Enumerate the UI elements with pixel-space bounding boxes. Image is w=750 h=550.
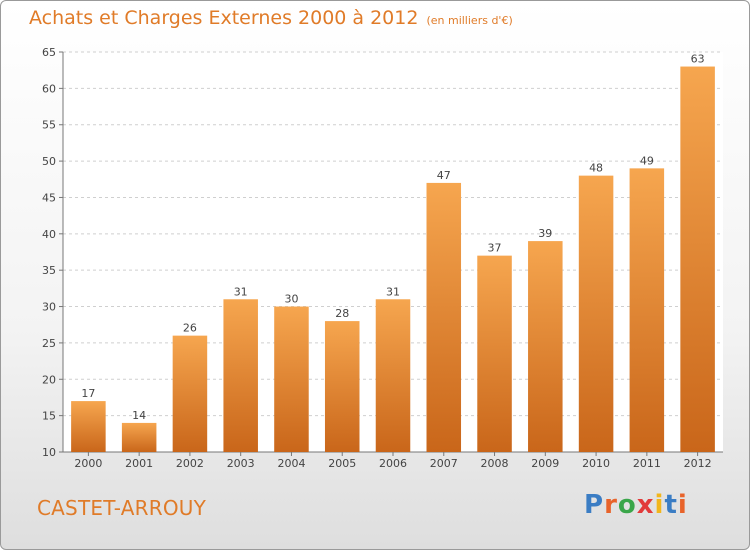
x-tick-label-2009: 2009 xyxy=(531,457,559,470)
data-label-2007: 47 xyxy=(437,169,451,182)
y-tick-label: 40 xyxy=(42,228,56,241)
data-label-2004: 30 xyxy=(284,293,298,306)
logo-letter: o xyxy=(617,490,637,520)
logo-letter: i xyxy=(677,490,688,520)
logo-letter: i xyxy=(654,490,665,520)
y-tick-label: 60 xyxy=(42,82,56,95)
logo-letter: P xyxy=(584,490,605,520)
data-label-2003: 31 xyxy=(234,285,248,298)
y-tick-label: 45 xyxy=(42,191,56,204)
y-tick-label: 55 xyxy=(42,119,56,132)
x-tick-label-2003: 2003 xyxy=(227,457,255,470)
bar-2001 xyxy=(121,422,157,452)
logo-letter: t xyxy=(664,490,678,520)
bar-2000 xyxy=(71,401,106,452)
chart-title-text: Achats et Charges Externes 2000 à 2012 xyxy=(29,7,419,29)
bar-2003 xyxy=(223,299,258,452)
x-tick-label-2004: 2004 xyxy=(277,457,305,470)
y-tick-label: 10 xyxy=(42,446,56,459)
bar-2005 xyxy=(324,321,360,452)
data-label-2008: 37 xyxy=(488,242,502,255)
data-label-2011: 49 xyxy=(640,154,654,167)
x-tick-label-2007: 2007 xyxy=(430,457,458,470)
bar-2006 xyxy=(375,299,411,452)
x-tick-label-2010: 2010 xyxy=(582,457,610,470)
x-tick-label-2008: 2008 xyxy=(481,457,509,470)
x-tick-label-2002: 2002 xyxy=(176,457,204,470)
bar-2002 xyxy=(172,335,208,452)
y-tick-label: 25 xyxy=(42,337,56,350)
bar-2004 xyxy=(274,306,309,452)
x-tick-label-2000: 2000 xyxy=(74,457,102,470)
data-label-2005: 28 xyxy=(335,307,349,320)
y-tick-label: 65 xyxy=(42,46,56,59)
bar-2011 xyxy=(629,168,665,452)
data-label-2000: 17 xyxy=(81,387,95,400)
chart-subtitle: (en milliers d'€) xyxy=(426,14,513,27)
logo-letter: x xyxy=(636,490,655,520)
data-label-2012: 63 xyxy=(691,53,705,66)
x-tick-label-2001: 2001 xyxy=(125,457,153,470)
x-tick-label-2006: 2006 xyxy=(379,457,407,470)
bar-2010 xyxy=(578,175,614,453)
proxiti-logo: Proxiti xyxy=(584,490,688,520)
bar-2008 xyxy=(477,255,512,452)
data-label-2002: 26 xyxy=(183,322,197,335)
y-tick-label: 35 xyxy=(42,264,56,277)
place-name: CASTET-ARROUY xyxy=(37,496,207,520)
data-label-2006: 31 xyxy=(386,285,400,298)
data-label-2010: 48 xyxy=(589,162,603,175)
bar-2007 xyxy=(426,182,462,452)
bar-2009 xyxy=(528,241,563,452)
x-tick-label-2011: 2011 xyxy=(633,457,661,470)
bar-layer xyxy=(71,66,715,453)
bar-2012 xyxy=(680,66,715,452)
logo-letter: r xyxy=(604,490,618,520)
y-tick-label: 20 xyxy=(42,373,56,386)
x-tick-label-2012: 2012 xyxy=(684,457,712,470)
chart-title: Achats et Charges Externes 2000 à 2012 (e… xyxy=(29,7,513,29)
x-tick-label-2005: 2005 xyxy=(328,457,356,470)
data-label-2009: 39 xyxy=(538,227,552,240)
label-layer: 17 2000 14 2001 26 2002 31 2003 30 2004 28 2005 31 20… xyxy=(74,53,711,470)
data-label-2001: 14 xyxy=(132,409,146,422)
y-tick-label: 50 xyxy=(42,155,56,168)
y-tick-label: 15 xyxy=(42,410,56,423)
y-tick-label: 30 xyxy=(42,301,56,314)
